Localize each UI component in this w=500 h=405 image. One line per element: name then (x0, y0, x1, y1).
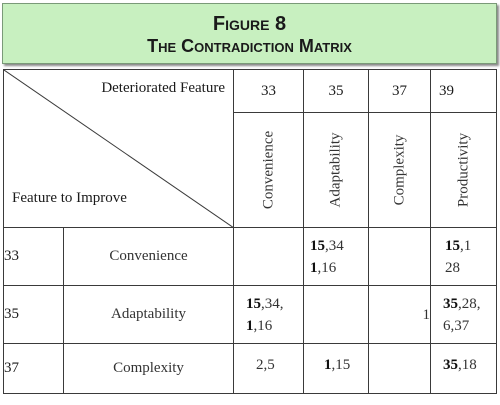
deteriorated-feature-label: Deteriorated Feature (101, 80, 225, 96)
cell-line: 35,18 (443, 357, 477, 373)
column-name-convenience: Convenience (233, 112, 304, 228)
row-number: 37 (3, 343, 64, 394)
matrix-cell: 1 (368, 285, 431, 344)
table-row: 37 Complexity 2,5 1,15 35,18 (3, 343, 497, 394)
column-number-39: 39 (430, 69, 497, 113)
row-number: 33 (3, 227, 64, 286)
column-number-33: 33 (233, 69, 304, 113)
cell-bold-value: 1 (324, 357, 332, 373)
cell-line: 1,16 (310, 259, 337, 276)
figure-title-banner: Figure 8 The Contradiction Matrix (2, 3, 497, 64)
cell-line: 1,16 (246, 317, 273, 334)
matrix-cell (368, 343, 431, 394)
cell-bold-value: 35 (443, 357, 458, 373)
cell-bold-value: 15 (445, 237, 460, 254)
cell-line: 15,34, (246, 295, 284, 312)
cell-bold-value: 15 (310, 237, 325, 254)
cell-line: 35,28, (443, 295, 481, 312)
row-name: Adaptability (63, 285, 234, 344)
figure-label: Figure 8 (212, 13, 287, 35)
matrix-cell: 35,28, 6,37 (430, 285, 497, 344)
cell-line: 28 (445, 259, 460, 276)
cell-line: 2,5 (256, 357, 275, 373)
contradiction-matrix-table: Deteriorated Feature Feature to Improve … (3, 69, 497, 394)
column-number-37: 37 (368, 69, 431, 113)
cell-line: 1 (422, 306, 431, 323)
column-name-productivity: Productivity (430, 112, 497, 228)
cell-line: 1,15 (324, 357, 351, 373)
cell-line: 6,37 (443, 317, 470, 334)
figure-title: The Contradiction Matrix (147, 36, 352, 56)
matrix-cell: 15,34, 1,16 (233, 285, 304, 344)
matrix-cell (303, 285, 369, 344)
matrix-cell: 2,5 (233, 343, 304, 394)
column-number-35: 35 (303, 69, 369, 113)
column-name-complexity: Complexity (368, 112, 431, 228)
row-number: 35 (3, 285, 64, 344)
header-corner-cell: Deteriorated Feature Feature to Improve (3, 69, 234, 228)
matrix-cell: 1,15 (303, 343, 369, 394)
table-row: 35 Adaptability 15,34, 1,16 1 35,28, 6,37 (3, 285, 497, 344)
diagonal-divider (4, 70, 234, 228)
cell-bold-value: 1 (310, 259, 318, 276)
feature-to-improve-label: Feature to Improve (12, 190, 127, 206)
matrix-cell (233, 227, 304, 286)
row-name: Complexity (63, 343, 234, 394)
matrix-cell: 15,34 1,16 (303, 227, 369, 286)
column-name-adaptability: Adaptability (303, 112, 369, 228)
cell-line: 15,1 (445, 237, 472, 254)
row-name: Convenience (63, 227, 234, 286)
matrix-cell: 35,18 (430, 343, 497, 394)
cell-bold-value: 35 (443, 295, 458, 312)
matrix-cell: 15,1 28 (430, 227, 497, 286)
cell-bold-value: 1 (246, 317, 254, 334)
matrix-cell (368, 227, 431, 286)
cell-line: 15,34 (310, 237, 344, 254)
table-row: 33 Convenience 15,34 1,16 15,1 28 (3, 227, 497, 286)
cell-bold-value: 15 (246, 295, 261, 312)
